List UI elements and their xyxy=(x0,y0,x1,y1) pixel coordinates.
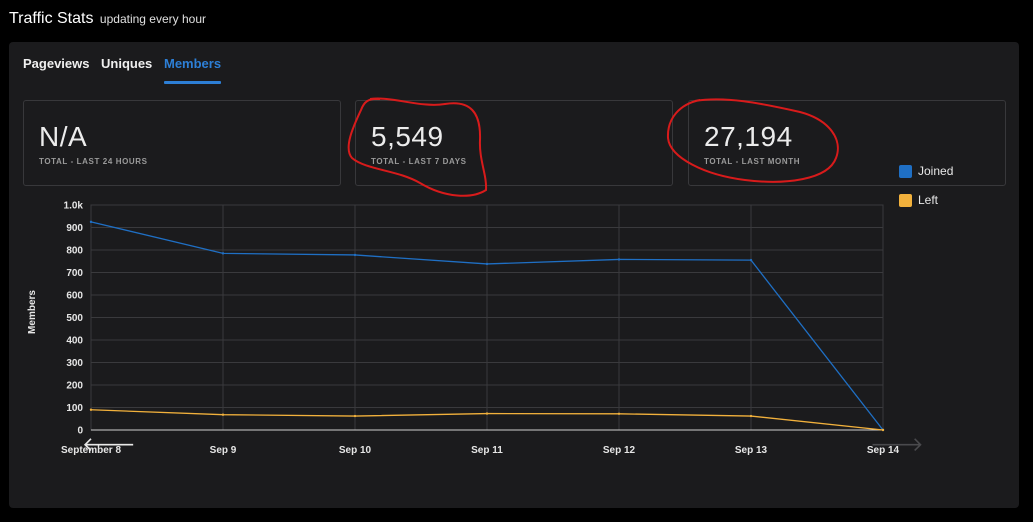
data-point-left xyxy=(89,408,93,411)
data-point-joined xyxy=(221,252,225,255)
legend-swatch-left xyxy=(899,194,912,207)
tab-members[interactable]: Members xyxy=(164,56,222,84)
x-tick-label: Sep 9 xyxy=(210,445,237,456)
y-tick-label: 700 xyxy=(66,268,83,279)
y-axis-label: Members xyxy=(27,290,38,334)
tab-uniques[interactable]: Uniques xyxy=(101,56,153,71)
data-point-joined xyxy=(89,220,93,224)
data-point-joined xyxy=(353,253,357,257)
y-tick-label: 600 xyxy=(66,291,83,302)
legend-label-left: Left xyxy=(918,193,939,207)
stat-label-24h: TOTAL - LAST 24 HOURS xyxy=(39,157,148,166)
y-tick-label: 900 xyxy=(66,223,83,234)
legend-label-joined: Joined xyxy=(918,164,954,178)
data-point-left xyxy=(353,414,357,418)
data-point-left xyxy=(881,428,885,432)
page-subtitle: updating every hour xyxy=(99,12,206,26)
x-tick-label: Sep 12 xyxy=(603,445,636,456)
data-point-left xyxy=(749,414,753,418)
page-title: Traffic Stats xyxy=(9,10,94,27)
y-tick-label: 400 xyxy=(66,336,83,347)
x-tick-label: Sep 10 xyxy=(339,445,372,456)
y-tick-label: 500 xyxy=(66,313,83,324)
data-point-joined xyxy=(617,258,621,261)
active-tab-indicator xyxy=(164,81,222,84)
tab-pageviews[interactable]: Pageviews xyxy=(23,56,90,71)
stat-card-24h: N/A TOTAL - LAST 24 HOURS xyxy=(23,100,341,186)
tab-members-label: Members xyxy=(164,56,222,71)
y-tick-label: 300 xyxy=(66,358,83,369)
arrow-left-icon[interactable]: 🡐 xyxy=(82,434,136,456)
y-tick-label: 1.0k xyxy=(64,201,84,212)
y-tick-label: 100 xyxy=(66,403,83,414)
x-tick-label: Sep 11 xyxy=(471,445,503,456)
y-tick-label: 800 xyxy=(66,246,83,257)
arrow-right-icon[interactable]: 🡒 xyxy=(870,434,924,456)
data-point-left xyxy=(617,412,621,415)
legend-swatch-joined xyxy=(899,165,912,178)
x-tick-label: Sep 14 xyxy=(867,445,900,456)
data-point-left xyxy=(485,412,489,415)
y-tick-label: 200 xyxy=(66,381,83,392)
x-tick-label: Sep 13 xyxy=(735,445,768,456)
y-tick-label: 0 xyxy=(77,426,83,437)
data-point-joined xyxy=(749,258,753,262)
data-point-joined xyxy=(485,262,489,266)
x-tick-label: September 8 xyxy=(61,445,121,456)
data-point-left xyxy=(221,413,225,416)
page-header: Traffic Stats updating every hour xyxy=(9,10,206,28)
stat-value-24h: N/A xyxy=(39,121,88,152)
